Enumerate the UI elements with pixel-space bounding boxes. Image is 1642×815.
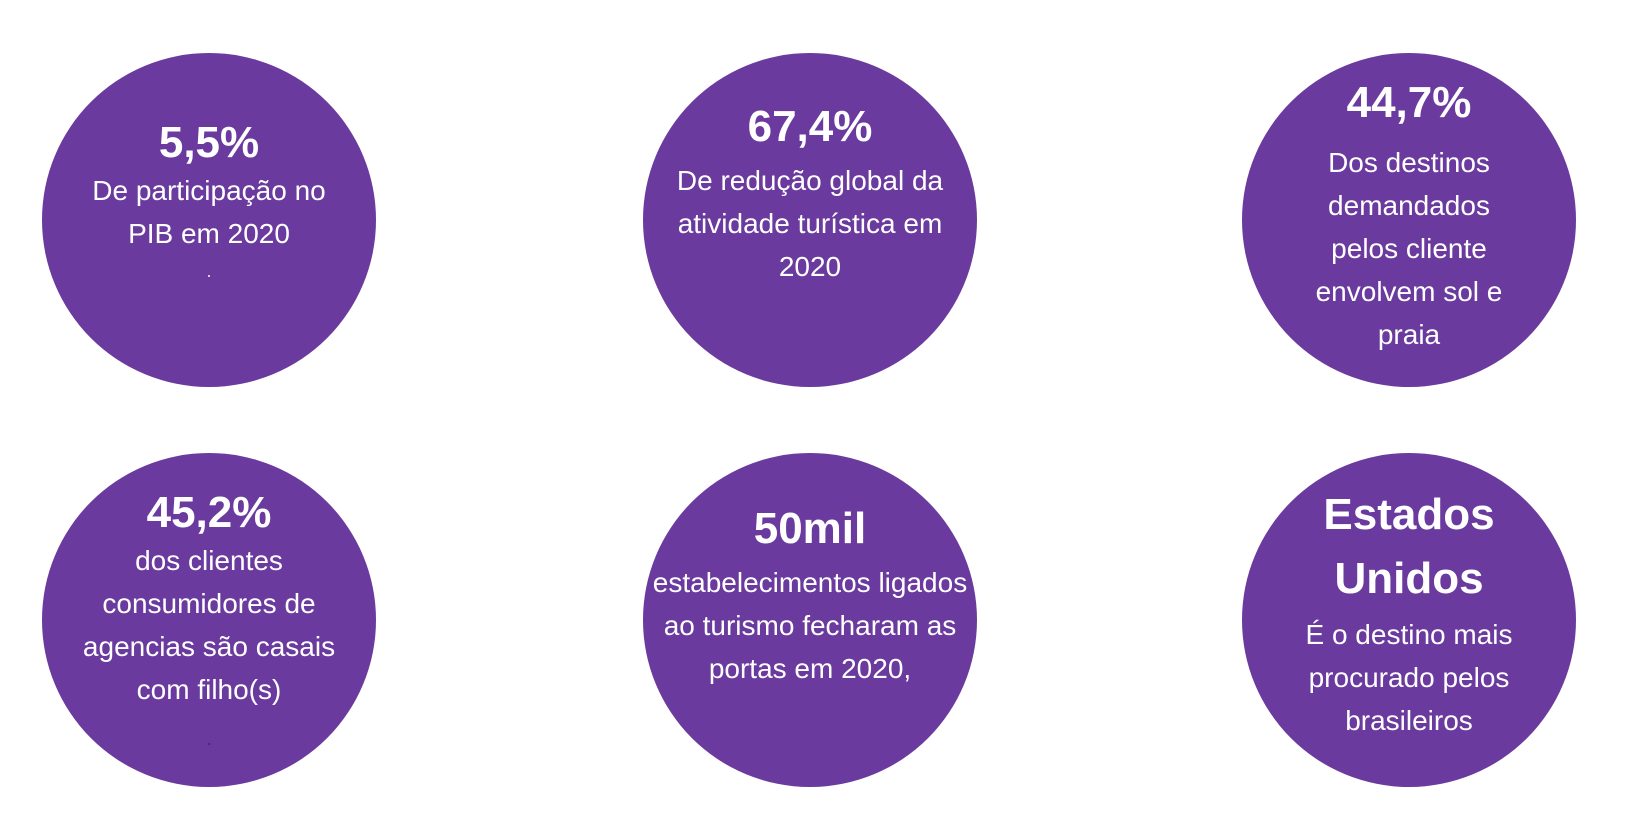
stat-circle-pib-share: 5,5% De participação no PIB em 2020 . xyxy=(42,53,376,387)
stat-circle-global-reduction: 67,4% De redução global da atividade tur… xyxy=(643,53,977,387)
stat-value: 44,7% xyxy=(1346,78,1472,127)
stat-description: dos clientes consumidores de agencias sã… xyxy=(82,545,336,705)
stat-value: 5,5% xyxy=(158,118,260,167)
stat-description: Dos destinos demandados pelos cliente en… xyxy=(1315,147,1503,350)
stat-circle-closed-establishments: 50mil estabelecimentos ligados ao turism… xyxy=(643,453,977,787)
stat-value: Estados Unidos xyxy=(1323,490,1495,603)
stat-description: estabelecimentos ligados ao turismo fech… xyxy=(652,567,968,684)
stat-circle-couples-with-children: 45,2% dos clientes consumidores de agenc… xyxy=(42,453,376,787)
stat-value: 67,4% xyxy=(747,102,873,151)
stat-circle-top-destination: Estados Unidos É o destino mais procurad… xyxy=(1242,453,1576,787)
stat-value: 45,2% xyxy=(146,488,272,537)
stat-value: 50mil xyxy=(753,504,867,553)
stat-description: De participação no PIB em 2020 xyxy=(92,175,326,249)
stray-dot-mark: . xyxy=(206,261,212,281)
stat-description: É o destino mais procurado pelos brasile… xyxy=(1305,619,1513,736)
stat-circle-sun-and-beach: 44,7% Dos destinos demandados pelos clie… xyxy=(1242,53,1576,387)
stat-description: De redução global da atividade turística… xyxy=(676,165,944,282)
stray-dot-mark: . xyxy=(206,729,212,749)
